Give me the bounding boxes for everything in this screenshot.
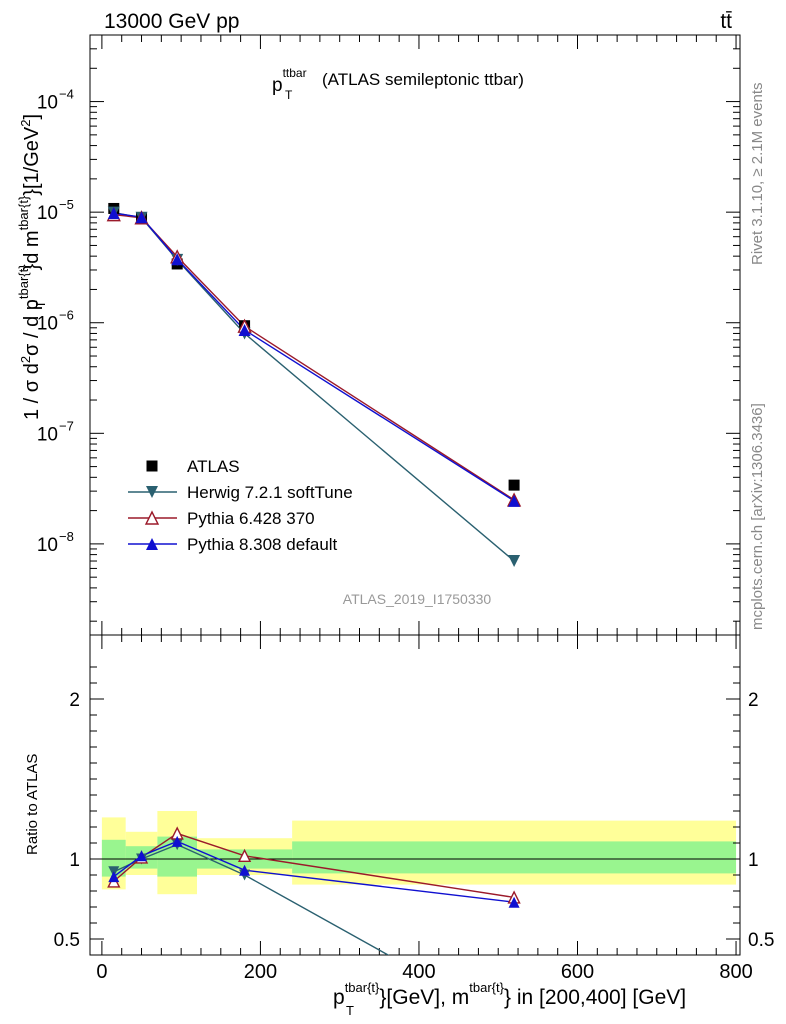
stat-uncertainty-band [292,841,737,874]
y-tick-label: 10 [37,314,58,335]
main-panel: 10−410−510−610−710−8 [37,34,741,636]
ratio-y-tick-label-right: 1 [748,850,759,871]
ratio-y-tick-label: 1 [69,850,80,871]
data-point [508,555,521,568]
stat-uncertainty-band [101,839,126,877]
energy-label: 13000 GeV pp [104,10,239,33]
legend-label: Pythia 6.428 370 [187,509,315,528]
data-point [239,864,251,876]
y-tick-label: 10 [37,203,58,224]
data-point [508,494,521,507]
ratio-frame [89,634,741,956]
y-tick-label-exp: −8 [59,529,74,544]
data-point [171,835,183,847]
rivet-label: Rivet 3.1.10, ≥ 2.1M events [749,83,766,266]
x-axis-label: ptbar{t}}[GeV], mtbar{t}} in [200,400] [… [333,980,686,1018]
data-point [144,510,160,525]
y-tick-label: 10 [37,93,58,114]
legend-label: Pythia 8.308 default [187,535,338,554]
ratio-y-axis-label: Ratio to ATLAS [24,754,41,855]
legend-label: ATLAS [187,457,240,476]
data-point [508,479,520,491]
x-tick-label: 200 [244,961,277,983]
title-sup: ttbar [283,66,307,80]
data-point [107,207,120,220]
analysis-watermark: ATLAS_2019_I1750330 [343,591,492,607]
title-rest: (ATLAS semileptonic ttbar) [322,70,524,89]
data-point [146,460,158,472]
y-tick-label-exp: −6 [59,308,74,323]
data-point [171,253,184,266]
y-tick-label-exp: −5 [59,197,74,212]
data-point [238,323,251,336]
ratio-y-tick-label: 0.5 [54,930,80,951]
x-tick-label: 400 [402,961,435,983]
legend-label: Herwig 7.2.1 softTune [187,483,353,502]
x-tick-label: 800 [719,961,752,983]
data-point [135,211,148,224]
y-tick-label: 10 [37,535,58,556]
main-y-axis-label: 1 / σ d2σ / d ptbar{t}T}d mtbar{t}}[1/Ge… [16,114,48,420]
ratio-y-tick-label-right: 0.5 [748,930,774,951]
svg-text:1 / σ d2σ / d ptbar{t}T}d mtba: 1 / σ d2σ / d ptbar{t}T}d mtbar{t}}[1/Ge… [16,114,48,420]
data-point [508,896,520,908]
ratio-y-tick-label: 2 [69,690,80,711]
data-point [136,850,148,862]
x-tick-label: 600 [561,961,594,983]
data-point [237,848,252,862]
legend: ATLAS Herwig 7.2.1 softTune Pythia 6.428 3… [128,457,353,554]
mcplots-label: mcplots.cern.ch [arXiv:1306.3436] [749,403,766,630]
y-tick-label-exp: −4 [59,87,74,102]
y-tick-label: 10 [37,424,58,445]
title-p: p [272,75,283,96]
process-label: tt̄ [720,10,732,33]
ratio-y-tick-label-right: 2 [748,690,759,711]
data-point [108,871,120,883]
data-point [146,486,158,498]
svg-text:ptbar{t}}[GeV], mtbar{t}} in [: ptbar{t}}[GeV], mtbar{t}} in [200,400] [… [333,980,686,1009]
svg-text:T: T [346,1003,354,1018]
title-sub: T [285,88,293,102]
ratio-panel: 0 200 400 600 800 0.5 0.5 1 1 2 2 [54,634,774,983]
y-tick-label-exp: −7 [59,418,74,433]
x-tick-label: 0 [96,961,107,983]
main-title: pttbar [272,66,307,96]
data-point [146,538,158,550]
